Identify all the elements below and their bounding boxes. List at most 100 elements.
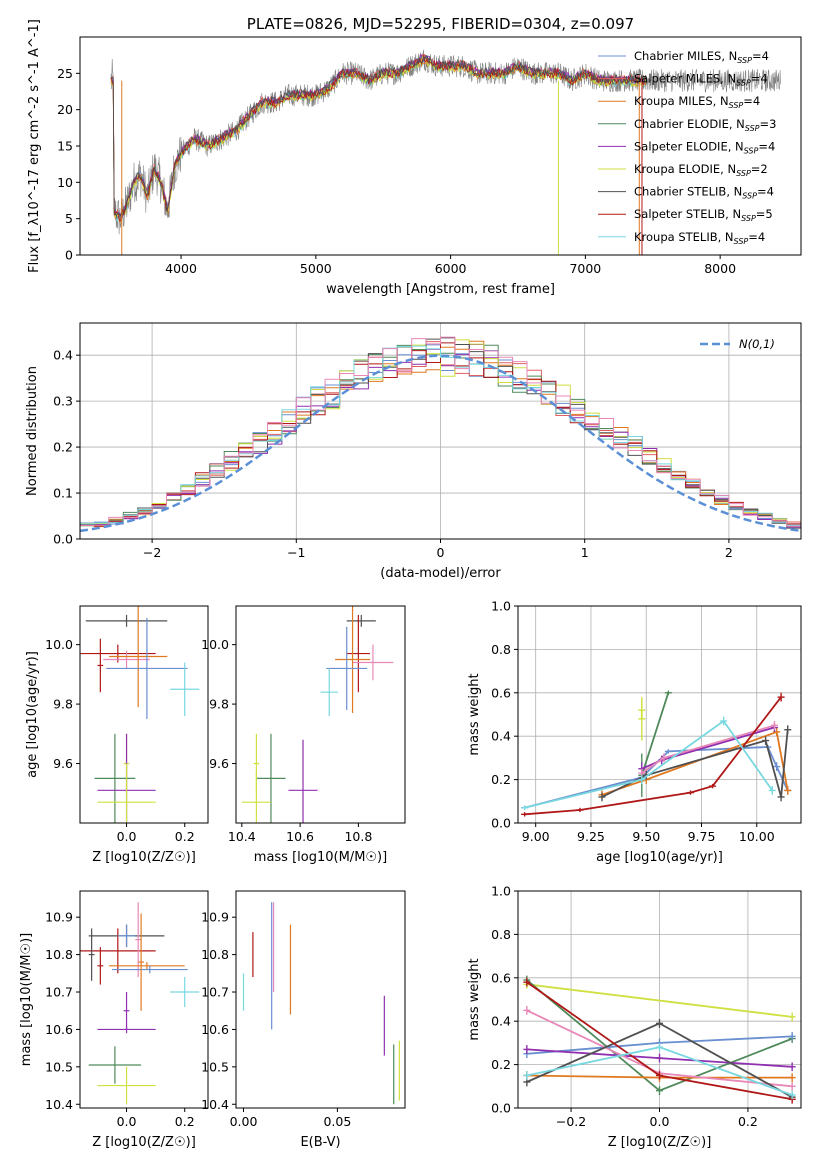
x-tick-label: 10.4 (228, 829, 256, 844)
x-axis-label: Z [log10(Z/Z☉)] (92, 1135, 196, 1150)
data-point-3 (117, 924, 136, 948)
x-axis-label: (data-model)/error (380, 566, 501, 581)
data-point-5 (135, 902, 142, 978)
y-tick-label: 10.9 (45, 910, 73, 925)
panel-6: 0.0 0.2 10.4 10.5 10.6 10.7 10.8 10.9 Z [log10(Z… (19, 890, 209, 1150)
x-tick-label: 9.75 (688, 829, 716, 844)
y-tick-label: 9.6 (53, 756, 73, 771)
data-point-9 (94, 733, 136, 823)
series-8 (521, 692, 785, 817)
legend-label-9: Kroupa STELIB, NSSP=4 (634, 230, 765, 246)
y-axis-label: mass weight (467, 673, 482, 755)
data-point-11 (97, 763, 156, 823)
data-point-1 (85, 614, 168, 627)
data-point-12 (97, 1025, 156, 1034)
axes-frame (517, 605, 802, 824)
x-tick-label: 0.0 (650, 1114, 670, 1129)
chart-title: PLATE=0826, MJD=52295, FIBERID=0304, z=0… (247, 15, 634, 33)
series-3 (521, 744, 792, 810)
series-4 (598, 727, 792, 800)
y-tick-label: 0.0 (53, 532, 73, 547)
y-tick-label: 0.2 (491, 772, 511, 787)
y-tick-label: 0.6 (491, 685, 511, 700)
x-tick-label: 10.6 (286, 829, 314, 844)
axes-frame (79, 890, 209, 1109)
y-tick-label: 0.1 (53, 486, 73, 501)
y-axis-label: mass [log10(M/M☉)] (19, 933, 34, 1066)
y-tick-label: 0 (65, 248, 73, 263)
y-tick-label: 10.4 (201, 1097, 229, 1112)
panel-5: 9.00 9.25 9.50 9.75 10.00 0.0 0.2 0.4 0.6 0.8 1.0 a… (467, 599, 802, 865)
x-tick-label: 9.00 (522, 829, 550, 844)
legend-label-3: Kroupa MILES, NSSP=4 (634, 94, 760, 110)
panel-4: 10.4 10.6 10.8 9.6 9.8 10.0 mass [log10(M/M☉)] (201, 605, 406, 865)
y-tick-label: 0.8 (491, 927, 511, 942)
histogram-10 (80, 336, 801, 527)
gaussian-curve (80, 354, 801, 533)
y-tick-label: 9.8 (53, 697, 73, 712)
panel-1: Chabrier MILES, NSSP=4 Salpeter MILES, NS… (27, 15, 802, 297)
series-1 (638, 697, 646, 741)
y-tick-label: 0.0 (491, 1101, 511, 1116)
y-tick-label: 1.0 (491, 884, 511, 899)
plot-area (80, 336, 801, 533)
histogram-9 (80, 345, 801, 526)
model-spectrum-9 (110, 54, 647, 218)
x-axis-label: Z [log10(Z/Z☉)] (92, 850, 196, 865)
data-point-5 (106, 617, 188, 719)
y-tick-label: 10.4 (45, 1097, 73, 1112)
data-point-8 (138, 913, 144, 1011)
series-9 (523, 1042, 796, 1100)
y-tick-label: 20 (57, 102, 73, 117)
data-point-3 (352, 644, 394, 681)
data-point-4 (109, 606, 168, 708)
x-tick-label: 6000 (435, 261, 467, 276)
axes-frame (235, 890, 406, 1109)
x-axis-label: age [log10(age/yr)] (596, 850, 723, 865)
x-tick-label: 0.2 (175, 1114, 195, 1129)
plot-area (80, 902, 200, 1105)
y-tick-label: 10.6 (45, 1022, 73, 1037)
x-tick-label: 10.00 (739, 829, 775, 844)
y-tick-label: 10 (57, 175, 73, 190)
y-tick-label: 10.5 (45, 1059, 73, 1074)
data-point-3 (103, 650, 150, 669)
y-tick-label: 10.7 (45, 985, 73, 1000)
panel-2: N(0,1) −2 −1 0 1 2 0.0 0.1 0.2 0.3 0.4 (data-model)… (25, 322, 802, 581)
data-point-4 (88, 928, 95, 981)
y-tick-label: 9.8 (209, 697, 229, 712)
data-point-10 (241, 772, 271, 823)
plot-area (80, 606, 200, 823)
x-tick-label: 0.0 (117, 829, 137, 844)
data-point-6 (97, 638, 104, 693)
data-point-5 (326, 626, 368, 711)
y-tick-label: 0.6 (491, 970, 511, 985)
data-point-14 (97, 1066, 156, 1105)
x-axis-label: Z [log10(Z/Z☉)] (608, 1135, 712, 1150)
x-tick-label: 2 (725, 545, 733, 560)
panel-8: −0.2 0.0 0.2 0.0 0.2 0.4 0.6 0.8 1.0 Z [log10(Z/Z… (467, 884, 802, 1150)
axes-frame (79, 605, 209, 824)
x-axis-label: wavelength [Angstrom, rest frame] (326, 282, 555, 297)
plot-area (242, 902, 400, 1105)
x-tick-label: 0.05 (323, 1114, 351, 1129)
y-tick-label: 10.9 (201, 910, 229, 925)
legend-label-1: Chabrier MILES, NSSP=4 (634, 49, 769, 65)
series-line (524, 746, 789, 809)
series-line (640, 692, 670, 776)
x-tick-label: 10.8 (344, 829, 372, 844)
x-tick-label: 9.25 (577, 829, 605, 844)
y-tick-label: 0.3 (53, 394, 73, 409)
data-point-7 (170, 662, 200, 716)
x-tick-label: 5000 (300, 261, 332, 276)
series-5 (523, 1045, 796, 1072)
y-axis-label: Normed distribution (25, 366, 40, 496)
gridlines (518, 605, 801, 824)
plot-area (110, 49, 781, 255)
x-tick-label: 0.0 (117, 1114, 137, 1129)
y-tick-label: 0.0 (491, 816, 511, 831)
y-tick-label: 0.2 (53, 440, 73, 455)
legend-label-6: Kroupa ELODIE, NSSP=2 (634, 162, 768, 178)
data-point-7 (112, 965, 188, 974)
x-tick-label: 4000 (165, 261, 197, 276)
